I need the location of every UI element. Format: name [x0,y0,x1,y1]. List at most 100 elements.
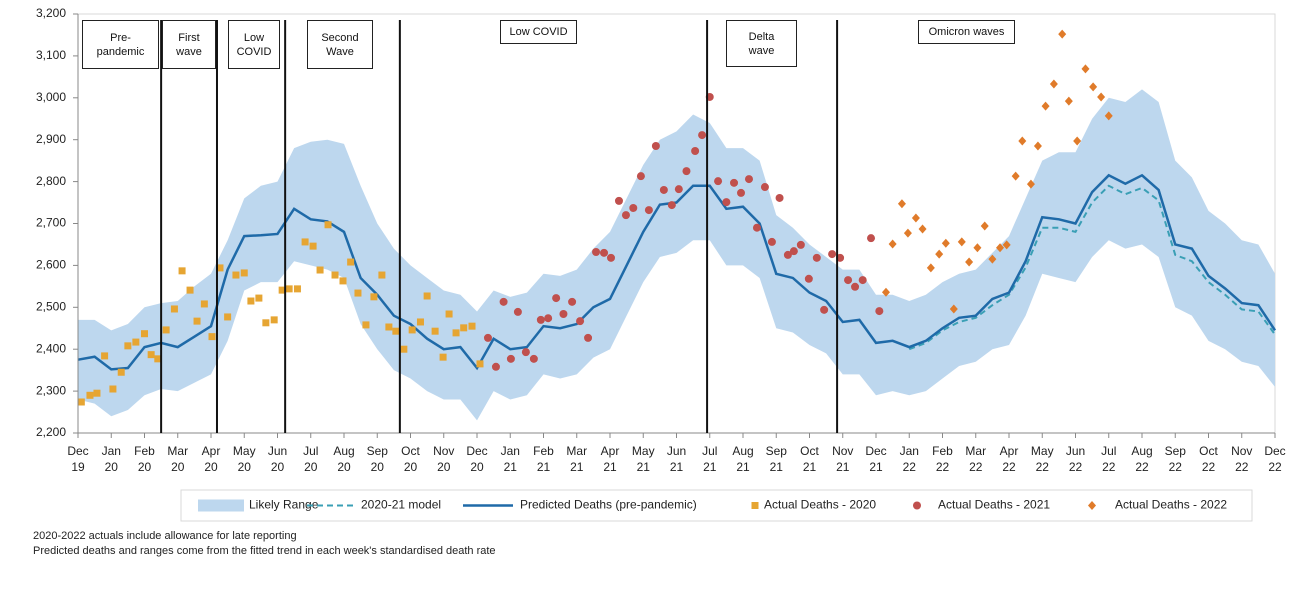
phase-label: Omicron waves [928,26,1005,38]
diamond-marker [1104,111,1113,121]
square-marker [309,242,317,250]
circle-marker [621,211,630,220]
predicted-line [77,173,1277,371]
y-tick-label: 3,000 [36,90,66,104]
x-tick-label: Jun 21 [666,444,687,474]
circle-marker [576,317,585,326]
circle-marker [521,348,530,357]
square-marker [331,271,339,279]
x-tick-label: Dec 22 [1264,444,1286,474]
square-marker [370,293,378,301]
y-tick-label: 2,400 [36,341,66,355]
phase-label-box: Low COVID [500,20,577,44]
x-tick-label: Jan 21 [500,444,520,474]
x-tick-label: Jun 20 [267,444,288,474]
x-tick-label: Aug 21 [732,444,754,474]
diamond-marker [1073,136,1082,146]
square-marker [147,351,155,359]
diamond-marker [1002,240,1011,250]
y-tick-label: 2,800 [36,174,66,188]
circle-marker [682,167,691,176]
x-tick-label: Dec 20 [466,444,488,474]
square-marker [232,271,240,279]
square-marker [316,266,324,274]
y-tick-label: 2,500 [36,299,66,313]
legend-swatch [198,499,244,512]
square-marker [301,238,309,246]
circle-marker [659,185,668,194]
x-tick-label: Mar 22 [965,444,987,474]
square-marker [423,292,431,300]
circle-marker [499,297,508,306]
diamond-marker [1011,171,1020,181]
phase-label: Delta wave [748,30,775,57]
x-tick-label: Apr 20 [201,444,221,474]
circle-marker [789,247,798,256]
note: 2020-2022 actuals include allowance for … [33,530,297,542]
diamond-marker [1058,29,1067,39]
diamond-marker [949,304,958,314]
phase-label: Pre-pandemic [96,31,145,58]
diamond-marker [911,213,920,223]
x-tick-label: Feb 22 [932,444,953,474]
square-marker [347,258,355,266]
square-marker [431,327,439,335]
diamond-marker [988,254,997,264]
circle-marker [544,314,553,323]
circle-marker [629,203,638,212]
square-marker [385,323,393,331]
square-marker [132,338,140,346]
diamond-marker [1064,96,1073,106]
y-tick-label: 2,900 [36,132,66,146]
x-tick-label: Apr 21 [600,444,620,474]
legend-label: Actual Deaths - 2020 [764,498,876,512]
y-tick-label: 2,200 [36,425,66,439]
y-tick-label: 2,300 [36,383,66,397]
x-tick-label: Aug 20 [333,444,355,474]
square-marker [285,285,293,293]
square-marker [162,326,170,334]
x-tick-label: Jul 20 [303,444,319,474]
x-tick-label: May 21 [631,444,655,474]
circle-marker [491,362,500,371]
phase-label-box: Pre-pandemic [82,20,159,69]
diamond-marker [996,243,1005,253]
diamond-marker [935,249,944,259]
x-tick-label: Feb 21 [533,444,554,474]
legend-marker [1088,501,1096,510]
circle-marker [804,274,813,283]
circle-marker [600,248,609,257]
phase-label: Second Wave [321,31,359,58]
square-marker [124,342,132,350]
circle-marker [667,201,676,210]
circle-marker [592,247,601,256]
y-tick-label: 2,600 [36,258,66,272]
square-marker [224,313,232,321]
circle-marker [875,307,884,316]
circle-marker [559,310,568,319]
x-tick-label: Nov 22 [1231,444,1253,474]
square-marker [362,321,370,329]
circle-marker [783,250,792,259]
circle-marker [744,175,753,184]
likely-range [78,89,1275,421]
diamond-marker [980,221,989,231]
circle-marker [614,196,623,205]
x-tick-label: Jan 20 [101,444,121,474]
x-tick-label: Sep 21 [765,444,787,474]
circle-marker [568,297,577,306]
circle-marker [730,178,739,187]
legend-marker [751,502,759,509]
x-tick-label: Oct 20 [401,444,420,474]
square-marker [216,264,224,272]
square-marker [141,330,148,338]
square-marker [270,316,278,324]
circle-marker [698,131,707,140]
x-tick-label: Sep 20 [366,444,388,474]
diamond-marker [918,224,927,234]
diamond-marker [1089,82,1098,92]
x-tick-label: Jun 22 [1065,444,1086,474]
square-marker [101,352,109,360]
legend-label: Actual Deaths - 2021 [938,498,1050,512]
